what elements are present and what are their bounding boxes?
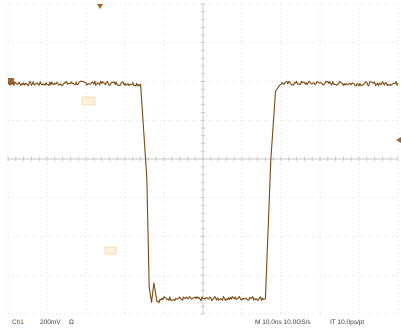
timebase-readout[interactable]: M 10.0ns 10.0GS/s [255,319,311,326]
vertical-scale[interactable]: 200mV [40,319,61,326]
record-length-readout: IT 10.0ps/pt [330,319,364,326]
cursor-readout-lower [104,246,117,255]
channel-label[interactable]: Ch1 [12,319,24,326]
graticule-frame [7,3,399,315]
status-bar: Ch1 200mV Ω M 10.0ns 10.0GS/s IT 10.0ps/… [12,319,364,326]
trigger-position-marker[interactable] [97,4,103,9]
channel-1-trace [7,80,399,304]
trigger-level-marker[interactable] [396,137,401,143]
cursor-readout-upper [81,96,96,106]
series-line-ch1 [7,80,399,304]
coupling-indicator: Ω [69,319,74,326]
channel-1-level-marker[interactable] [8,78,14,84]
